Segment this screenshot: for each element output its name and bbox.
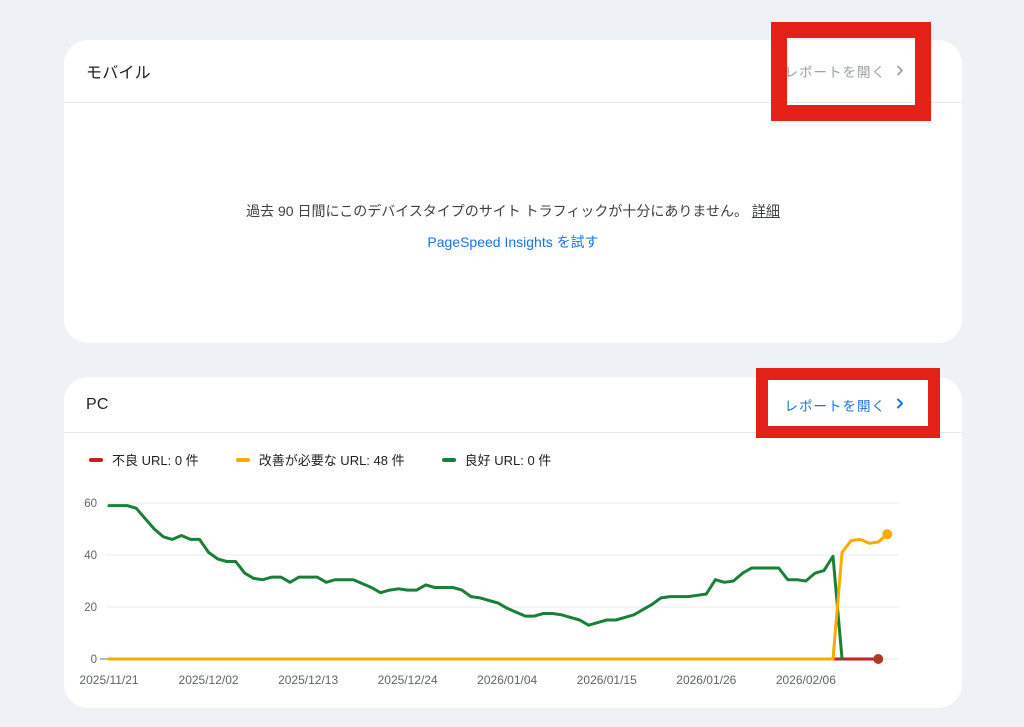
y-tick-label-20: 20 bbox=[84, 602, 97, 614]
legend-item-needs-improvement[interactable]: 改善が必要な URL: 48 件 bbox=[235, 450, 405, 469]
legend-item-poor[interactable]: 不良 URL: 0 件 bbox=[89, 450, 199, 469]
series-end-dot-poor bbox=[873, 654, 884, 664]
legend-label-poor: 不良 URL: 0 件 bbox=[112, 453, 199, 468]
open-report-label: レポートを開く bbox=[784, 65, 886, 80]
legend-swatch-good bbox=[441, 457, 456, 462]
x-tick-label-7: 2026/02/06 bbox=[776, 673, 836, 687]
x-tick-label-4: 2026/01/04 bbox=[477, 673, 537, 687]
legend-label-good: 良好 URL: 0 件 bbox=[464, 453, 552, 468]
pagespeed-insights-link[interactable]: PageSpeed Insights を試す bbox=[427, 234, 599, 250]
series-end-dot-needs-improvement bbox=[882, 529, 893, 540]
legend-item-good[interactable]: 良好 URL: 0 件 bbox=[441, 450, 552, 469]
x-tick-label-1: 2025/12/02 bbox=[179, 673, 239, 687]
legend-swatch-poor bbox=[89, 457, 103, 462]
x-tick-label-6: 2026/01/26 bbox=[676, 673, 736, 687]
open-report-button-mobile[interactable]: レポートを開く bbox=[785, 61, 906, 81]
y-tick-label-40: 40 bbox=[84, 550, 97, 562]
series-line-good bbox=[107, 504, 844, 661]
pc-card-title: PC bbox=[86, 395, 109, 413]
mobile-card-body: 過去 90 日間にこのデバイスタイプのサイト トラフィックが十分にありません。 … bbox=[64, 201, 962, 252]
open-report-label: レポートを開く bbox=[784, 398, 886, 414]
x-tick-label-0: 2025/11/21 bbox=[79, 673, 138, 687]
mobile-card-header: モバイル レポートを開く bbox=[64, 40, 962, 103]
chart-legend: 不良 URL: 0 件 改善が必要な URL: 48 件 良好 URL: 0 件 bbox=[89, 450, 551, 469]
no-data-message-text: 過去 90 日間にこのデバイスタイプのサイト トラフィックが十分にありません。 bbox=[246, 203, 748, 219]
no-data-message: 過去 90 日間にこのデバイスタイプのサイト トラフィックが十分にありません。 … bbox=[64, 201, 962, 221]
x-tick-label-2: 2025/12/13 bbox=[278, 673, 338, 687]
y-tick-label-0: 0 bbox=[91, 654, 97, 666]
series-line-needs-improvement bbox=[107, 532, 889, 661]
details-link[interactable]: 詳細 bbox=[751, 203, 780, 219]
cwv-trend-chart[interactable]: 0 20 40 60 2025/11/21 2025/12/02 2025/12/13 202… bbox=[79, 488, 906, 692]
chevron-right-icon bbox=[895, 397, 905, 412]
mobile-card-title: モバイル bbox=[86, 65, 151, 82]
open-report-button-pc[interactable]: レポートを開く bbox=[785, 395, 906, 415]
chevron-right-icon bbox=[895, 64, 905, 79]
legend-swatch-needs-improvement bbox=[235, 457, 250, 462]
pc-card: PC レポートを開く 不良 URL: 0 件 改善が必要な URL: 48 件 良好… bbox=[64, 377, 962, 708]
pc-card-header: PC レポートを開く bbox=[64, 377, 962, 433]
x-tick-label-3: 2025/12/24 bbox=[378, 673, 438, 687]
mobile-card: モバイル レポートを開く 過去 90 日間にこのデバイスタイプのサイト トラフィ… bbox=[64, 40, 962, 343]
y-tick-label-60: 60 bbox=[84, 498, 97, 510]
legend-label-needs-improvement: 改善が必要な URL: 48 件 bbox=[258, 453, 405, 468]
x-tick-label-5: 2026/01/15 bbox=[577, 673, 637, 687]
